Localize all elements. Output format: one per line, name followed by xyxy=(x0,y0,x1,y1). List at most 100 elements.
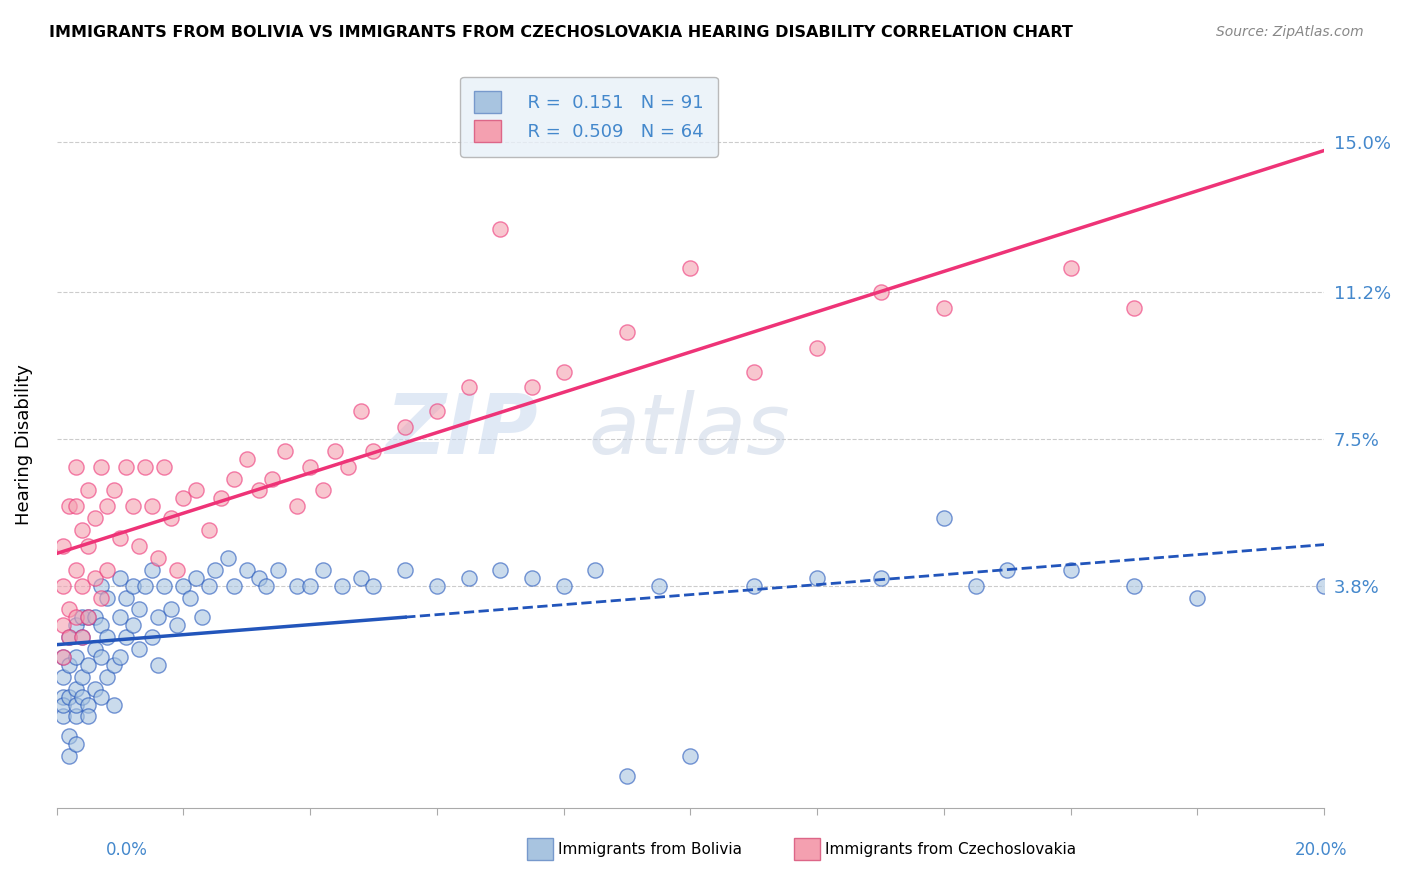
Y-axis label: Hearing Disability: Hearing Disability xyxy=(15,365,32,525)
Point xyxy=(52,698,75,712)
Point xyxy=(77,610,100,624)
Point xyxy=(52,539,75,553)
Point xyxy=(146,550,169,565)
Point xyxy=(553,365,575,379)
Point xyxy=(394,420,416,434)
Point xyxy=(325,443,347,458)
Point xyxy=(457,380,479,394)
Point xyxy=(52,650,75,665)
Point xyxy=(363,443,385,458)
Point xyxy=(77,657,100,672)
Point xyxy=(90,579,112,593)
Point xyxy=(457,571,479,585)
Point xyxy=(426,579,449,593)
Point xyxy=(742,579,765,593)
Point xyxy=(52,709,75,723)
Point xyxy=(96,591,118,605)
Point xyxy=(159,602,181,616)
Point xyxy=(96,670,118,684)
Point xyxy=(96,563,118,577)
Point xyxy=(806,341,828,355)
Point xyxy=(153,579,176,593)
Point xyxy=(869,285,891,300)
Legend:   R =  0.151   N = 91,   R =  0.509   N = 64: R = 0.151 N = 91, R = 0.509 N = 64 xyxy=(460,77,718,157)
Point xyxy=(52,670,75,684)
Point xyxy=(363,579,385,593)
Point xyxy=(172,579,194,593)
Point xyxy=(932,511,955,525)
Point xyxy=(197,579,219,593)
Point xyxy=(153,459,176,474)
Point xyxy=(58,657,80,672)
Point xyxy=(287,500,309,514)
Point xyxy=(58,630,80,644)
Point xyxy=(299,459,322,474)
Point xyxy=(287,579,309,593)
Point xyxy=(350,404,373,418)
Point xyxy=(108,571,131,585)
Point xyxy=(108,531,131,545)
Point xyxy=(159,511,181,525)
Point xyxy=(77,539,100,553)
Point xyxy=(184,571,207,585)
Text: Immigrants from Bolivia: Immigrants from Bolivia xyxy=(558,842,742,856)
Point xyxy=(65,618,87,632)
Point xyxy=(52,579,75,593)
Point xyxy=(65,610,87,624)
Point xyxy=(65,650,87,665)
Point xyxy=(869,571,891,585)
Point xyxy=(146,610,169,624)
Point xyxy=(65,500,87,514)
Point xyxy=(90,650,112,665)
Point xyxy=(65,681,87,696)
Point xyxy=(222,472,245,486)
Point xyxy=(134,459,156,474)
Point xyxy=(222,579,245,593)
Point xyxy=(121,618,143,632)
Point xyxy=(350,571,373,585)
Point xyxy=(1313,579,1336,593)
Point xyxy=(70,690,93,704)
Point xyxy=(172,491,194,506)
Point xyxy=(65,698,87,712)
Point xyxy=(274,443,297,458)
Point xyxy=(70,630,93,644)
Point xyxy=(1123,579,1146,593)
Point xyxy=(115,630,138,644)
Point xyxy=(65,459,87,474)
Point xyxy=(96,500,118,514)
Point xyxy=(141,500,163,514)
Point xyxy=(235,451,257,466)
Point xyxy=(90,459,112,474)
Point xyxy=(742,365,765,379)
Point xyxy=(90,591,112,605)
Text: ZIP: ZIP xyxy=(385,390,538,471)
Point xyxy=(58,630,80,644)
Point xyxy=(128,539,150,553)
Point xyxy=(965,579,987,593)
Point xyxy=(489,563,512,577)
Point xyxy=(77,483,100,498)
Point xyxy=(65,709,87,723)
Point xyxy=(108,650,131,665)
Point xyxy=(121,579,143,593)
Point xyxy=(249,483,271,498)
Point xyxy=(184,483,207,498)
Text: Source: ZipAtlas.com: Source: ZipAtlas.com xyxy=(1216,25,1364,39)
Point xyxy=(83,610,105,624)
Point xyxy=(146,657,169,672)
Point xyxy=(616,769,638,783)
Point xyxy=(426,404,449,418)
Point xyxy=(70,630,93,644)
Text: IMMIGRANTS FROM BOLIVIA VS IMMIGRANTS FROM CZECHOSLOVAKIA HEARING DISABILITY COR: IMMIGRANTS FROM BOLIVIA VS IMMIGRANTS FR… xyxy=(49,25,1073,40)
Point xyxy=(191,610,214,624)
Point xyxy=(235,563,257,577)
Point xyxy=(141,630,163,644)
Text: Immigrants from Czechoslovakia: Immigrants from Czechoslovakia xyxy=(825,842,1077,856)
Point xyxy=(583,563,606,577)
Point xyxy=(394,563,416,577)
Point xyxy=(1059,261,1081,276)
Point xyxy=(166,618,188,632)
Point xyxy=(520,571,543,585)
Point xyxy=(70,610,93,624)
